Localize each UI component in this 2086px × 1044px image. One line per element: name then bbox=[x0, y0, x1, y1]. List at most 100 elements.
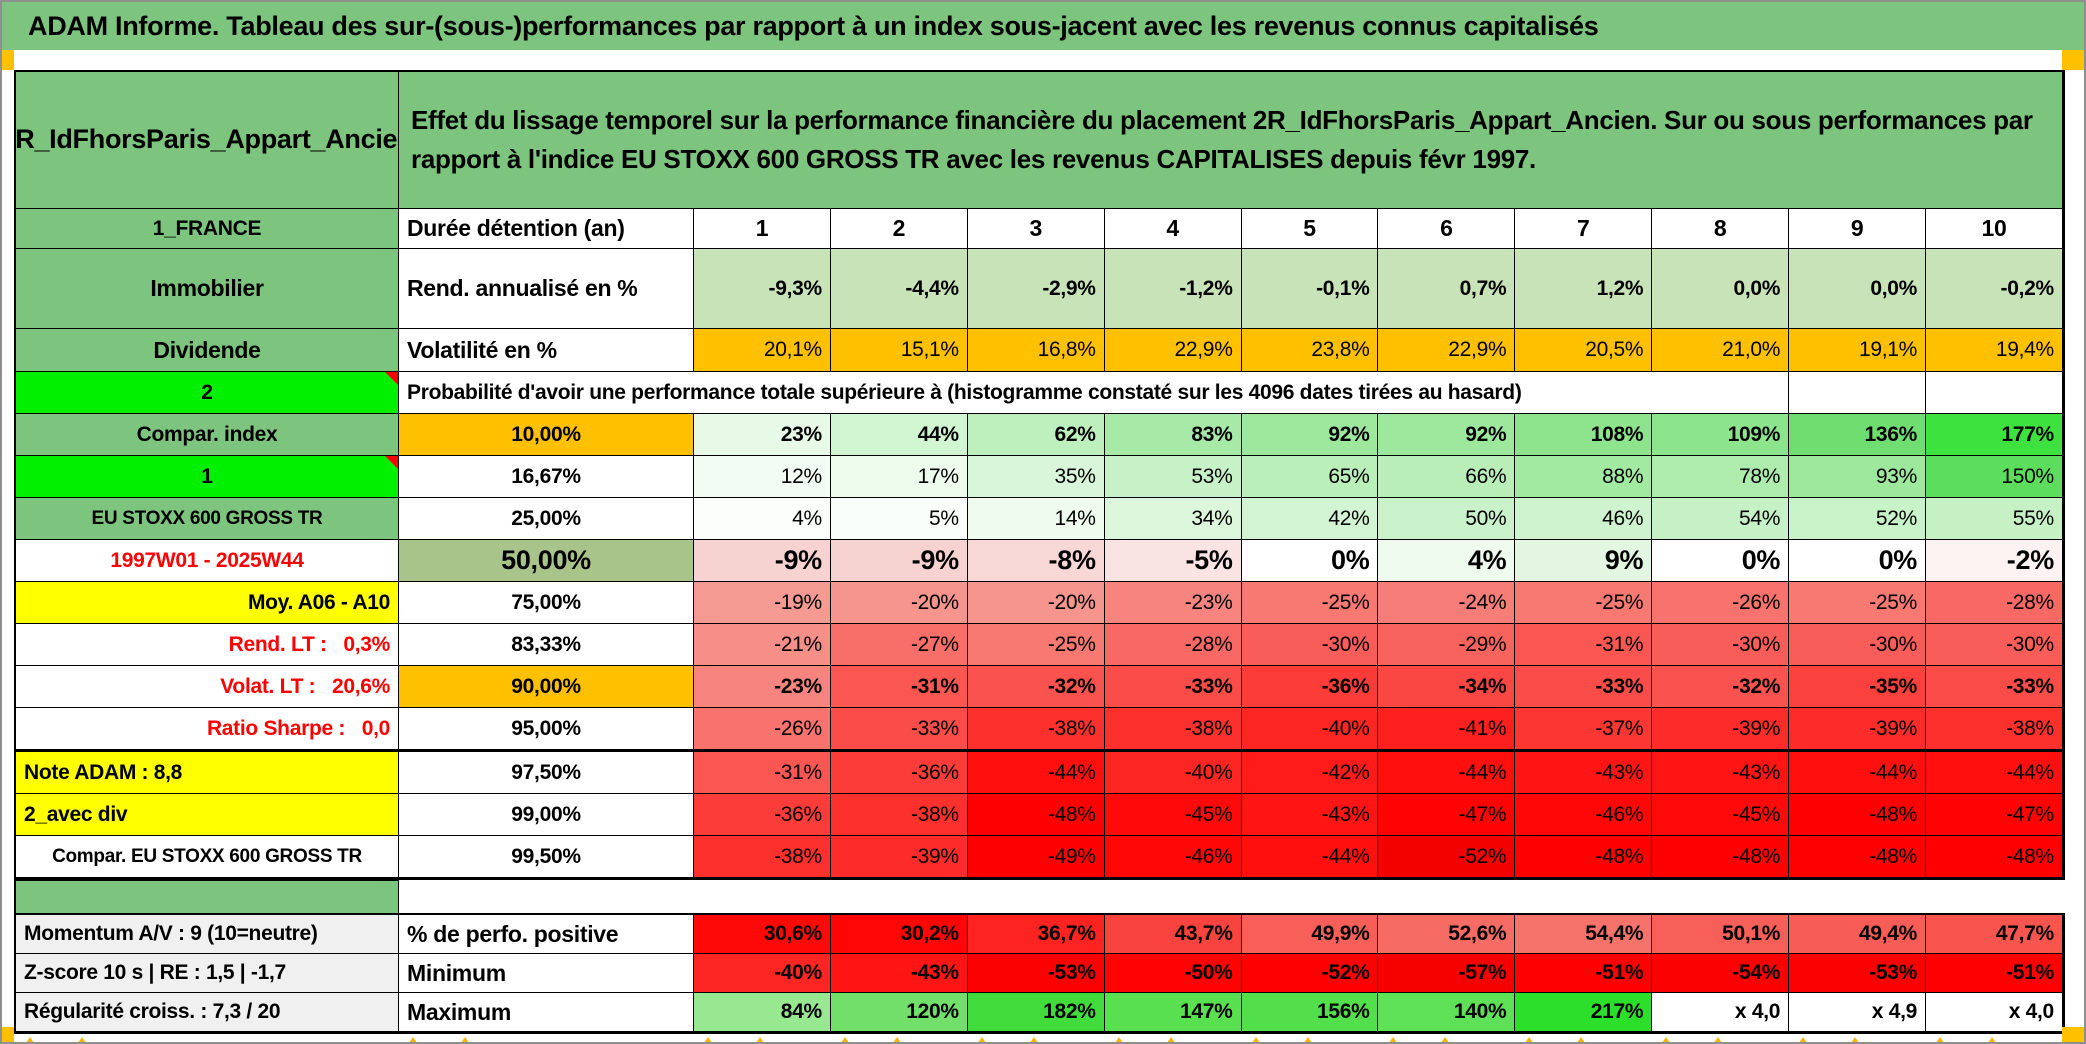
value-cell[interactable]: -43% bbox=[1652, 752, 1790, 794]
percentile-cell[interactable]: 10,00% bbox=[399, 414, 694, 456]
value-cell[interactable]: -32% bbox=[967, 666, 1105, 708]
value-cell[interactable]: -31% bbox=[694, 752, 831, 794]
column-header[interactable]: 10 bbox=[1926, 209, 2063, 249]
value-cell[interactable]: -39% bbox=[1789, 708, 1927, 750]
value-cell[interactable]: -50% bbox=[1104, 954, 1242, 993]
value-cell[interactable]: -26% bbox=[694, 708, 831, 750]
value-cell[interactable]: -42% bbox=[1241, 752, 1379, 794]
column-header[interactable]: 8 bbox=[1652, 209, 1790, 249]
value-cell[interactable]: -44% bbox=[1789, 752, 1927, 794]
value-cell[interactable]: -26% bbox=[1652, 582, 1790, 624]
row-label[interactable]: 2 bbox=[16, 372, 399, 414]
value-cell[interactable]: 109% bbox=[1652, 414, 1790, 456]
row-label[interactable]: Z-score 10 s | RE : 1,5 | -1,7 bbox=[16, 954, 399, 993]
value-cell[interactable]: 1,2% bbox=[1515, 249, 1653, 329]
value-cell[interactable]: -34% bbox=[1378, 666, 1516, 708]
value-cell[interactable]: -23% bbox=[694, 666, 831, 708]
value-cell[interactable]: -2,9% bbox=[967, 249, 1105, 329]
value-cell[interactable]: -31% bbox=[830, 666, 968, 708]
value-cell[interactable]: -36% bbox=[1241, 666, 1379, 708]
value-cell[interactable]: -28% bbox=[1104, 624, 1242, 666]
value-cell[interactable]: 36,7% bbox=[967, 915, 1105, 954]
column-header[interactable]: 4 bbox=[1104, 209, 1242, 249]
value-cell[interactable]: -30% bbox=[1789, 624, 1927, 666]
product-name-cell[interactable]: 2R_IdFhorsParis_Appart_Ancien bbox=[16, 72, 399, 209]
value-cell[interactable]: -9% bbox=[830, 540, 968, 582]
value-cell[interactable]: 0% bbox=[1241, 540, 1379, 582]
column-header[interactable]: 2 bbox=[830, 209, 968, 249]
value-cell[interactable]: 16,8% bbox=[967, 329, 1105, 372]
value-cell[interactable]: -19% bbox=[694, 582, 831, 624]
row-label[interactable]: Régularité croiss. : 7,3 / 20 bbox=[16, 993, 399, 1032]
value-cell[interactable]: 66% bbox=[1378, 456, 1516, 498]
row-label[interactable]: Rend. LT : 0,3% bbox=[16, 624, 399, 666]
value-cell[interactable]: 5% bbox=[830, 498, 968, 540]
value-cell[interactable]: 50% bbox=[1378, 498, 1516, 540]
value-cell[interactable]: 150% bbox=[1926, 456, 2063, 498]
value-cell[interactable]: -25% bbox=[1515, 582, 1653, 624]
value-cell[interactable]: 23% bbox=[694, 414, 831, 456]
value-cell[interactable]: 92% bbox=[1378, 414, 1516, 456]
value-cell[interactable]: 15,1% bbox=[830, 329, 968, 372]
value-cell[interactable]: 93% bbox=[1789, 456, 1927, 498]
value-cell[interactable]: 65% bbox=[1241, 456, 1379, 498]
value-cell[interactable]: -5% bbox=[1104, 540, 1242, 582]
value-cell[interactable]: 30,2% bbox=[830, 915, 968, 954]
value-cell[interactable]: 49,9% bbox=[1241, 915, 1379, 954]
row-label[interactable]: EU STOXX 600 GROSS TR bbox=[16, 498, 399, 540]
value-cell[interactable]: 182% bbox=[967, 993, 1105, 1032]
metric-label[interactable]: Durée détention (an) bbox=[399, 209, 694, 249]
value-cell[interactable]: 19,1% bbox=[1789, 329, 1927, 372]
value-cell[interactable]: 0,0% bbox=[1652, 249, 1790, 329]
value-cell[interactable]: -33% bbox=[1515, 666, 1653, 708]
value-cell[interactable]: -1,2% bbox=[1104, 249, 1242, 329]
value-cell[interactable]: -38% bbox=[1104, 708, 1242, 750]
value-cell[interactable]: 177% bbox=[1926, 414, 2063, 456]
value-cell[interactable]: 23,8% bbox=[1241, 329, 1379, 372]
value-cell[interactable]: -31% bbox=[1515, 624, 1653, 666]
value-cell[interactable]: 22,9% bbox=[1378, 329, 1516, 372]
value-cell[interactable]: -54% bbox=[1652, 954, 1790, 993]
row-label[interactable]: Momentum A/V : 9 (10=neutre) bbox=[16, 915, 399, 954]
value-cell[interactable]: -40% bbox=[1241, 708, 1379, 750]
row-label[interactable]: 1_FRANCE bbox=[16, 209, 399, 249]
value-cell[interactable]: -36% bbox=[830, 752, 968, 794]
value-cell[interactable]: -43% bbox=[1515, 752, 1653, 794]
value-cell[interactable]: -38% bbox=[967, 708, 1105, 750]
row-label[interactable]: Note ADAM : 8,8 bbox=[16, 752, 399, 794]
value-cell[interactable]: -2% bbox=[1926, 540, 2063, 582]
percentile-cell[interactable]: 99,00% bbox=[399, 794, 694, 836]
value-cell[interactable]: -9,3% bbox=[694, 249, 831, 329]
value-cell[interactable]: 34% bbox=[1104, 498, 1242, 540]
value-cell[interactable]: -36% bbox=[694, 794, 831, 836]
value-cell[interactable]: -39% bbox=[1652, 708, 1790, 750]
value-cell[interactable]: -21% bbox=[694, 624, 831, 666]
value-cell[interactable]: 22,9% bbox=[1104, 329, 1242, 372]
percentile-cell[interactable]: 95,00% bbox=[399, 708, 694, 750]
value-cell[interactable]: 20,1% bbox=[694, 329, 831, 372]
value-cell[interactable]: -45% bbox=[1652, 794, 1790, 836]
value-cell[interactable]: -44% bbox=[1241, 836, 1379, 878]
metric-label[interactable]: Maximum bbox=[399, 993, 694, 1032]
value-cell[interactable]: -47% bbox=[1378, 794, 1516, 836]
value-cell[interactable]: -57% bbox=[1378, 954, 1516, 993]
value-cell[interactable]: x 4,0 bbox=[1926, 993, 2063, 1032]
column-header[interactable]: 3 bbox=[967, 209, 1105, 249]
value-cell[interactable]: -27% bbox=[830, 624, 968, 666]
value-cell[interactable]: -43% bbox=[830, 954, 968, 993]
value-cell[interactable]: x 4,0 bbox=[1652, 993, 1790, 1032]
row-label[interactable]: 2_avec div bbox=[16, 794, 399, 836]
value-cell[interactable]: -0,2% bbox=[1926, 249, 2063, 329]
value-cell[interactable]: 46% bbox=[1515, 498, 1653, 540]
value-cell[interactable]: 78% bbox=[1652, 456, 1790, 498]
row-label[interactable]: Immobilier bbox=[16, 249, 399, 329]
value-cell[interactable]: -33% bbox=[1926, 666, 2063, 708]
value-cell[interactable]: -40% bbox=[1104, 752, 1242, 794]
percentile-cell[interactable]: 83,33% bbox=[399, 624, 694, 666]
value-cell[interactable]: -30% bbox=[1926, 624, 2063, 666]
value-cell[interactable]: 53% bbox=[1104, 456, 1242, 498]
value-cell[interactable]: -33% bbox=[1104, 666, 1242, 708]
value-cell[interactable]: -0,1% bbox=[1241, 249, 1379, 329]
row-label[interactable]: Compar. index bbox=[16, 414, 399, 456]
value-cell[interactable]: 47,7% bbox=[1926, 915, 2063, 954]
